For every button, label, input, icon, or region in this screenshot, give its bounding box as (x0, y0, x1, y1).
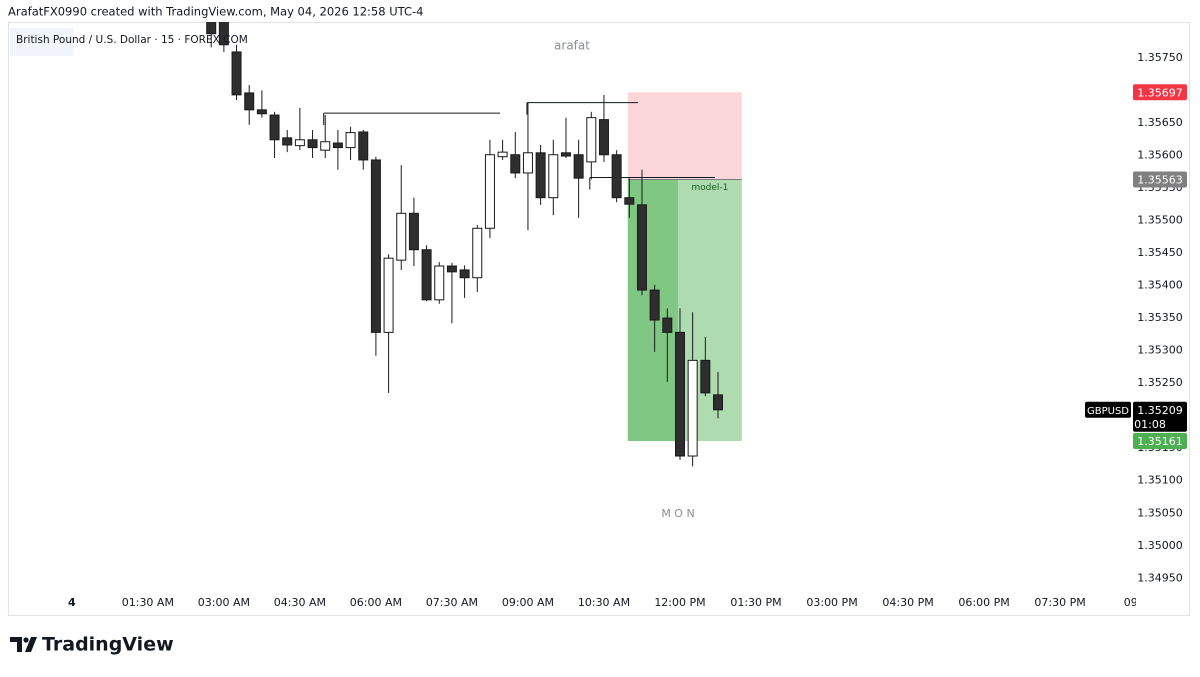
brand-logo: TradingView (10, 634, 174, 656)
session-label: M O N (661, 507, 694, 520)
watermark: arafat (554, 39, 590, 53)
x-tick-label: 06:00 AM (350, 596, 402, 609)
price-badge (1133, 84, 1187, 101)
candle-body (674, 331, 685, 457)
last-price-badge (1133, 401, 1187, 432)
candle-body (535, 152, 546, 199)
y-tick-label: 1.35400 (1137, 279, 1183, 292)
candle-body (472, 227, 483, 279)
x-tick-label: 09:00 AM (502, 596, 554, 609)
x-tick-label: 06:00 PM (958, 596, 1009, 609)
candle-body (294, 139, 305, 147)
candle-body (244, 92, 255, 111)
price-badge-label: 1.35161 (1137, 435, 1183, 448)
logo-mark (23, 637, 29, 643)
candle-body (218, 22, 229, 46)
x-tick-label: 10:30 AM (578, 596, 630, 609)
candle-body (687, 359, 698, 457)
candle-body (624, 197, 635, 205)
y-tick-label: 1.35000 (1137, 539, 1183, 552)
x-tick-label: 09:0 (1124, 596, 1149, 609)
candle-body (256, 109, 267, 115)
candle-body (269, 114, 280, 141)
symbol-title: British Pound / U.S. Dollar · 15 · FOREX… (16, 34, 248, 46)
candle-body (586, 117, 597, 163)
x-tick-label: 03:00 AM (198, 596, 250, 609)
candle-body (282, 137, 293, 146)
candle-body (548, 154, 559, 199)
candle-body (358, 131, 369, 161)
stop-zone (627, 92, 742, 180)
y-tick-label: 1.35600 (1137, 148, 1183, 161)
price-badge (1133, 433, 1187, 450)
y-tick-label: 1.34950 (1137, 571, 1183, 584)
x-tick-label: 4 (68, 596, 76, 609)
candle-body (231, 51, 242, 96)
candle-body (522, 152, 533, 174)
candle-body (560, 152, 571, 157)
candle-body (712, 394, 723, 411)
y-tick-label: 1.35500 (1137, 213, 1183, 226)
x-tick-label: 07:30 PM (1034, 596, 1085, 609)
candle-body (598, 119, 609, 156)
x-tick-label: 01:30 PM (730, 596, 781, 609)
price-badge-label: 1.35563 (1137, 173, 1183, 186)
candle-body (649, 289, 660, 321)
countdown-label: 01:08 (1134, 418, 1166, 431)
candle-body (396, 212, 407, 261)
candle-body (307, 139, 318, 149)
logo-mark (25, 637, 37, 652)
x-tick-label: 03:00 PM (806, 596, 857, 609)
candle-body (611, 154, 622, 199)
position-label: model-1 (691, 183, 728, 193)
symbol-badge (1085, 401, 1131, 418)
chart-frame (8, 22, 1190, 616)
y-tick-label: 1.35650 (1137, 116, 1183, 129)
candle-body (408, 212, 419, 251)
time-axis: 4 01:30 AM 03:00 AM 04:30 AM 06:00 AM 07:30 A… (68, 596, 1149, 609)
candle-body (700, 359, 711, 394)
y-tick-label: 1.35750 (1137, 51, 1183, 64)
candle-body (497, 151, 508, 158)
candle-body (332, 142, 343, 149)
y-tick-label: 1.35100 (1137, 474, 1183, 487)
candle-body (459, 269, 470, 279)
plot-area: model-1 (206, 22, 742, 467)
price-badge (1133, 171, 1187, 188)
y-tick-label: 1.35450 (1137, 246, 1183, 259)
candle-body (421, 249, 432, 301)
candle-body (573, 154, 584, 179)
x-tick-label: 07:30 AM (426, 596, 478, 609)
candle-body (636, 204, 647, 291)
candle-body (510, 154, 521, 174)
y-tick-label: 1.35250 (1137, 376, 1183, 389)
y-tick-label: 1.35050 (1137, 506, 1183, 519)
candle-body (434, 265, 445, 301)
x-tick-label: 04:30 AM (274, 596, 326, 609)
candle-body (484, 154, 495, 229)
candle-body (662, 317, 673, 333)
candle-body (206, 22, 217, 35)
x-tick-label: 12:00 PM (654, 596, 705, 609)
header: ArafatFX0990 created with TradingView.co… (8, 5, 424, 19)
logo-mark (10, 637, 22, 652)
symbol-badge-label: GBPUSD (1087, 406, 1129, 417)
candle-body (383, 257, 394, 333)
y-tick-label: 1.35300 (1137, 344, 1183, 357)
x-tick-label: 04:30 PM (882, 596, 933, 609)
candle-body (446, 265, 457, 273)
candle-body (370, 159, 381, 333)
last-price-label: 1.35209 (1137, 404, 1183, 417)
symbol-box (10, 28, 73, 56)
price-badge-label: 1.35697 (1137, 86, 1183, 99)
candle-body (320, 141, 331, 151)
brand: TradingView (42, 634, 174, 656)
y-tick-label: 1.35350 (1137, 311, 1183, 324)
candle-body (345, 132, 356, 149)
x-tick-label: 01:30 AM (122, 596, 174, 609)
